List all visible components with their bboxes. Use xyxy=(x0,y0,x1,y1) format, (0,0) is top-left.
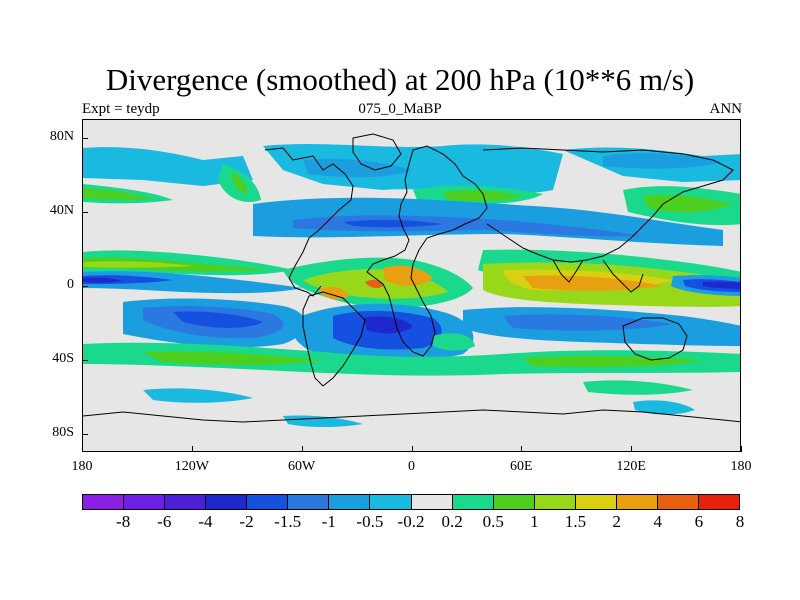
colorbar-label: -4 xyxy=(198,512,213,531)
longitude-tick-mark xyxy=(411,446,413,452)
colorbar-label: 1.5 xyxy=(564,512,587,531)
colorbar-label: 0.5 xyxy=(482,512,504,531)
colorbar-swatch xyxy=(452,495,494,509)
colorbar-swatch xyxy=(206,495,248,509)
colorbar-label: -6 xyxy=(157,512,172,531)
longitude-tick-mark xyxy=(82,446,83,452)
colorbar xyxy=(82,494,740,510)
colorbar-label: 1 xyxy=(530,512,539,531)
colorbar-label: 4 xyxy=(653,512,663,531)
plot-title: Divergence (smoothed) at 200 hPa (10**6 … xyxy=(105,62,695,97)
longitude-tick-label: 180 xyxy=(730,459,752,474)
colorbar-swatch xyxy=(329,495,371,509)
colorbar-label: -2 xyxy=(239,512,254,531)
colorbar-label: -8 xyxy=(116,512,131,531)
colorbar-swatch xyxy=(575,495,617,509)
longitude-tick-mark xyxy=(741,446,742,452)
longitude-tick-label: 60E xyxy=(510,459,533,474)
longitude-tick-mark xyxy=(521,446,523,452)
coastlines xyxy=(83,133,740,423)
colorbar-swatch xyxy=(657,495,699,509)
colorbar-swatch xyxy=(493,495,535,509)
longitude-tick-label: 120W xyxy=(174,459,209,474)
latitude-tick-mark xyxy=(82,433,88,435)
longitude-tick-mark xyxy=(191,446,193,452)
colorbar-label: 8 xyxy=(735,512,745,531)
latitude-tick-mark xyxy=(82,211,88,213)
longitude-tick-label: 180 xyxy=(71,459,93,474)
colorbar-label: 2 xyxy=(612,512,621,531)
colorbar-label: -0.5 xyxy=(356,512,384,531)
contour-fills xyxy=(83,144,740,427)
latitude-tick-label: 0 xyxy=(67,276,74,292)
longitude-tick-mark xyxy=(631,446,633,452)
colorbar-swatch xyxy=(411,495,453,509)
colorbar-swatch xyxy=(534,495,576,509)
colorbar-swatch xyxy=(288,495,330,509)
colorbar-label: -1 xyxy=(321,512,336,531)
map-plot-area xyxy=(82,119,741,452)
season-label: ANN xyxy=(709,101,743,117)
divergence-field xyxy=(83,133,740,427)
colorbar-label: 6 xyxy=(694,512,704,531)
period-label: 075_0_MaBP xyxy=(358,101,442,117)
colorbar-swatch xyxy=(698,495,739,509)
colorbar-label: -0.2 xyxy=(397,512,425,531)
experiment-label: Expt = teydp xyxy=(82,101,160,117)
longitude-tick-mark xyxy=(301,446,303,452)
longitude-tick-label: 0 xyxy=(408,459,415,474)
colorbar-swatch xyxy=(83,495,125,509)
colorbar-swatch xyxy=(370,495,412,509)
colorbar-swatch xyxy=(165,495,207,509)
longitude-tick-label: 120E xyxy=(616,459,646,474)
latitude-tick-mark xyxy=(82,359,88,361)
colorbar-label: -1.5 xyxy=(274,512,302,531)
latitude-tick-label: 40N xyxy=(49,202,74,218)
latitude-tick-mark xyxy=(82,137,88,139)
colorbar-swatch xyxy=(616,495,658,509)
colorbar-swatch xyxy=(124,495,166,509)
colorbar-swatch xyxy=(247,495,289,509)
latitude-tick-label: 80N xyxy=(49,128,74,144)
longitude-tick-label: 60W xyxy=(288,459,316,474)
latitude-tick-label: 80S xyxy=(52,424,74,440)
latitude-tick-label: 40S xyxy=(52,350,74,366)
latitude-tick-mark xyxy=(82,285,88,287)
colorbar-label: 0.2 xyxy=(441,512,463,531)
